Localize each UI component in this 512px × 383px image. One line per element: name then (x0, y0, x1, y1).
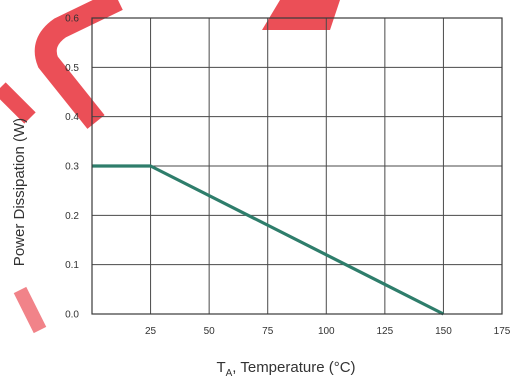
grid (92, 17, 503, 315)
y-tick-label: 0.1 (65, 260, 79, 271)
watermark-logo (0, 0, 340, 334)
x-axis-label: TA, Temperature (°C) (216, 359, 355, 378)
x-axis-label-subscript: A (226, 368, 233, 378)
y-axis-label: Power Dissipation (W) (11, 118, 28, 266)
watermark-stroke (34, 0, 123, 129)
watermark-stroke (0, 82, 36, 124)
y-tick-label: 0.5 (65, 63, 79, 74)
x-tick-label: 50 (204, 326, 216, 337)
plot-frame (91, 17, 503, 315)
series (92, 164, 445, 316)
series-line (92, 164, 445, 316)
x-tick-label: 150 (435, 326, 452, 337)
y-tick-labels: 0.0 0.1 0.2 0.3 0.4 0.5 0.6 (65, 14, 79, 321)
x-tick-label: 25 (145, 326, 157, 337)
x-tick-label: 125 (377, 326, 394, 337)
x-tick-label: 100 (318, 326, 335, 337)
watermark-block (262, 0, 340, 30)
y-tick-label: 0.2 (65, 211, 79, 222)
x-tick-label: 75 (262, 326, 274, 337)
x-tick-label: 175 (494, 326, 511, 337)
y-tick-label: 0.4 (65, 112, 79, 123)
x-axis-label-rest: , Temperature (°C) (232, 359, 355, 376)
x-tick-labels: 25 50 75 100 125 150 175 (145, 326, 511, 337)
y-tick-label: 0.0 (65, 310, 79, 321)
y-tick-label: 0.6 (65, 14, 79, 25)
y-tick-label: 0.3 (65, 162, 79, 173)
watermark-stroke (13, 286, 47, 334)
plot-border (91, 17, 503, 315)
x-axis-label-main: T (216, 359, 225, 376)
